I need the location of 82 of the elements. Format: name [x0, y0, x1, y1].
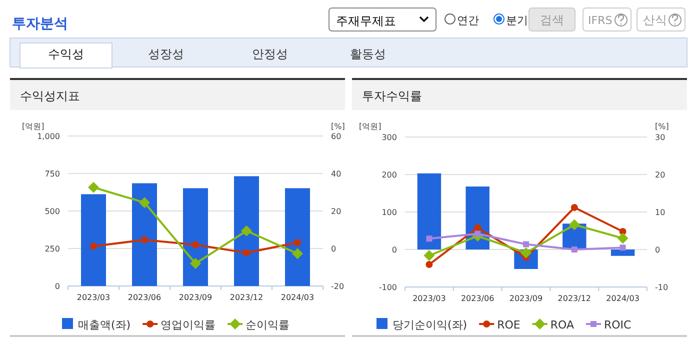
text: IFRS — [588, 14, 612, 27]
y2-tick-label: 60 — [331, 132, 342, 141]
x-tick-label: 2023/09 — [509, 294, 543, 303]
x-tick-label: 2023/09 — [178, 293, 212, 302]
text: 주재무제표 — [336, 14, 396, 28]
y2-axis-title: [%] — [655, 122, 669, 131]
y2-axis-title: [%] — [331, 122, 345, 131]
y2-tick-label: 30 — [655, 133, 666, 142]
point — [190, 258, 201, 269]
bar — [183, 188, 208, 286]
point — [617, 232, 628, 244]
legend-label: 매출액(좌) — [78, 318, 131, 332]
text: 수익성 — [48, 47, 84, 61]
y-tick-label: -100 — [378, 283, 397, 292]
legend-label: ROA — [550, 318, 574, 332]
y-tick-label: 300 — [382, 133, 397, 142]
point — [90, 242, 97, 250]
point — [88, 182, 99, 193]
point — [474, 224, 482, 232]
point — [139, 197, 150, 208]
y2-tick-label: -20 — [331, 282, 344, 291]
chart-title: 투자수익률 — [362, 89, 422, 103]
point — [424, 250, 435, 261]
text: 안정성 — [252, 47, 288, 61]
x-tick-label: 2024/03 — [606, 294, 640, 303]
y2-tick-label: 10 — [655, 208, 666, 217]
point — [426, 261, 433, 268]
legend-label: ROE — [497, 318, 520, 332]
x-tick-label: 2023/06 — [460, 294, 494, 303]
y-tick-label: 500 — [44, 207, 60, 216]
legend-label: 영업이익률 — [160, 318, 216, 332]
point — [192, 241, 199, 248]
bar — [417, 173, 442, 250]
point — [570, 204, 578, 211]
point — [620, 244, 626, 251]
y-tick-label: 200 — [382, 170, 397, 180]
x-tick-label: 2024/03 — [280, 293, 314, 302]
y-axis-title: [억원] — [22, 122, 44, 131]
point — [523, 241, 529, 248]
legend-label: 당기순이익(좌) — [392, 318, 468, 332]
point — [520, 247, 532, 258]
x-tick-label: 2023/12 — [230, 293, 264, 302]
point — [243, 249, 250, 256]
legend-label: 순이익률 — [246, 318, 290, 332]
y-tick-label: 1,000 — [37, 132, 60, 141]
chart-title: 수익성지표 — [20, 89, 80, 103]
x-tick-label: 2023/06 — [128, 293, 162, 302]
point — [292, 248, 303, 260]
point — [241, 225, 252, 236]
point — [294, 239, 301, 246]
bar — [610, 250, 635, 256]
text: 검색 — [540, 13, 564, 27]
y-tick-label: 100 — [382, 208, 397, 217]
y2-tick-label: 0 — [655, 246, 660, 254]
y-tick-label: 0 — [54, 282, 60, 291]
text: 투자분석 — [12, 16, 68, 32]
text: 성장성 — [148, 47, 184, 61]
y-axis-title: [억원] — [359, 122, 382, 131]
text: 연간 — [457, 14, 479, 27]
y-tick-label: 750 — [44, 170, 60, 178]
bar — [132, 183, 157, 286]
x-tick-label: 2023/03 — [412, 294, 446, 303]
y2-tick-label: 20 — [655, 170, 666, 180]
legend-label: ROIC — [604, 318, 632, 332]
x-tick-label: 2023/12 — [558, 294, 592, 303]
y2-tick-label: 20 — [331, 207, 342, 216]
y2-tick-label: 40 — [331, 170, 342, 178]
y-tick-label: 0 — [392, 246, 397, 254]
bar — [234, 176, 259, 286]
y2-tick-label: -10 — [655, 283, 668, 292]
point — [141, 236, 148, 244]
point — [571, 246, 578, 252]
point — [426, 236, 432, 242]
text: 활동성 — [350, 47, 386, 61]
y-tick-label: 250 — [44, 244, 60, 254]
x-tick-label: 2023/03 — [76, 293, 110, 302]
bar — [81, 194, 106, 286]
y2-tick-label: 0 — [331, 244, 336, 254]
bar — [285, 188, 310, 286]
text: 분기 — [506, 14, 528, 27]
text: 산식 — [643, 13, 667, 27]
point — [568, 219, 580, 230]
